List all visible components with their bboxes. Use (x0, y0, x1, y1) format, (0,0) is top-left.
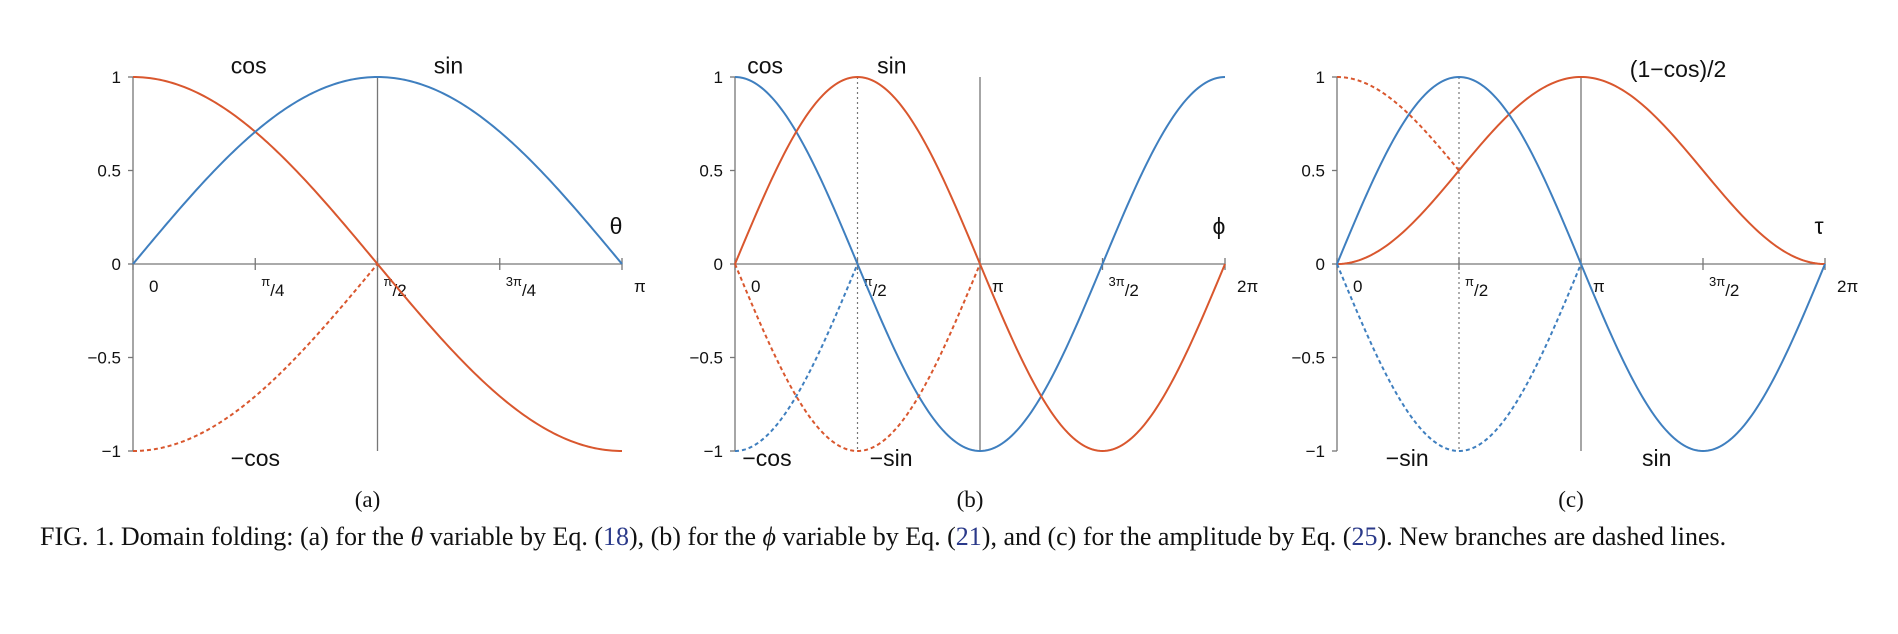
x-tick-label: 2π (1837, 277, 1858, 296)
curve-label-sin: sin (877, 52, 906, 78)
y-tick-label: 1 (714, 68, 723, 87)
y-tick-label: 1 (112, 68, 121, 87)
tick-numerator: 3π (1109, 274, 1125, 289)
y-tick-label: −1 (704, 442, 723, 461)
tick-denominator: /4 (270, 281, 284, 300)
y-tick-label: 0 (714, 255, 723, 274)
y-tick-label: 0 (1316, 255, 1325, 274)
tick-denominator: /2 (1725, 281, 1739, 300)
tick-numerator: π (1465, 274, 1474, 289)
y-tick-label: 0 (112, 255, 121, 274)
tick-numerator: 3π (1709, 274, 1725, 289)
curve-label-minus-cos: −cos (742, 445, 791, 471)
series-minus-cos-dashed (734, 263, 859, 452)
subcaption: (a) (355, 487, 381, 512)
caption-phi: ϕ (762, 522, 777, 551)
x-tick-label: 3π/2 (1709, 274, 1739, 300)
x-tick-label: π/2 (864, 274, 887, 300)
tick-numerator: π (384, 274, 393, 289)
tick-numerator: 3π (506, 274, 522, 289)
variable-label: ϕ (1213, 213, 1226, 239)
y-tick-label: 0.5 (97, 162, 121, 181)
equation-ref-25[interactable]: 25 (1351, 522, 1378, 551)
y-tick-label: −1 (1306, 442, 1325, 461)
curve-label-minus-sin: −sin (870, 445, 913, 471)
x-tick-label: π (634, 277, 646, 296)
x-tick-label: 0 (751, 277, 760, 296)
tick-denominator: /2 (1474, 281, 1488, 300)
equation-ref-21[interactable]: 21 (955, 522, 982, 551)
figure-caption: FIG. 1. Domain folding: (a) for the θ va… (40, 520, 1865, 554)
caption-text-5: ), and (c) for the amplitude by Eq. ( (981, 522, 1352, 551)
x-tick-label: 0 (149, 277, 158, 296)
tick-numerator: π (864, 274, 873, 289)
caption-text-6: ). New branches are dashed lines. (1377, 522, 1727, 551)
tick-denominator: /4 (522, 281, 536, 300)
series-minus-sin-dashed (1336, 263, 1582, 453)
x-tick-label: π (1593, 277, 1605, 296)
x-tick-label: 3π/2 (1109, 274, 1139, 300)
x-tick-label: 3π/4 (506, 274, 536, 300)
caption-text-4: variable by Eq. ( (776, 522, 956, 551)
y-tick-label: −0.5 (1291, 349, 1325, 368)
curve-label-minus-cos: −cos (231, 445, 280, 471)
y-tick-label: 0.5 (1301, 162, 1325, 181)
y-tick-label: 1 (1316, 68, 1325, 87)
x-tick-label: π/2 (1465, 274, 1488, 300)
curve-label-sin: sin (1642, 445, 1671, 471)
equation-ref-18[interactable]: 18 (602, 522, 629, 551)
x-tick-label: 2π (1237, 277, 1258, 296)
variable-label: θ (610, 213, 623, 239)
x-tick-label: π/4 (261, 274, 284, 300)
tick-numerator: π (261, 274, 270, 289)
caption-text-1: FIG. 1. Domain folding: (a) for the (40, 522, 411, 551)
curve-label-cos: cos (231, 52, 267, 78)
subcaption: (c) (1558, 487, 1584, 512)
caption-text-2: variable by Eq. ( (423, 522, 603, 551)
series-cos (734, 76, 1226, 453)
curve-label-cos: cos (747, 52, 783, 78)
curve-label-1minus-cos-2: (1−cos)/2 (1630, 56, 1727, 82)
series-1-cos-2-dashed (1337, 76, 1460, 172)
y-tick-label: −1 (102, 442, 121, 461)
tick-denominator: /2 (872, 281, 886, 300)
y-tick-label: −0.5 (689, 349, 723, 368)
panel-c: 10.50−0.5−10 π/2 π 3π/2 2πτ(1−cos)/2sin−sin(… (1291, 56, 1858, 512)
subcaption: (b) (957, 487, 984, 512)
series-sin (132, 75, 623, 265)
series-minus-cos-dashed (132, 263, 379, 452)
variable-label: τ (1814, 213, 1823, 239)
curve-label-minus-sin: −sin (1386, 445, 1429, 471)
x-tick-label: π (992, 277, 1004, 296)
series-1minus-cos-2 (1336, 75, 1826, 265)
caption-text-3: ), (b) for the (628, 522, 763, 551)
y-tick-label: 0.5 (699, 162, 723, 181)
y-tick-label: −0.5 (87, 349, 121, 368)
caption-theta: θ (410, 522, 424, 551)
series-minus-sin-dashed (734, 263, 981, 453)
curve-label-sin: sin (434, 52, 463, 78)
tick-denominator: /2 (1125, 281, 1139, 300)
x-tick-label: 0 (1353, 277, 1362, 296)
